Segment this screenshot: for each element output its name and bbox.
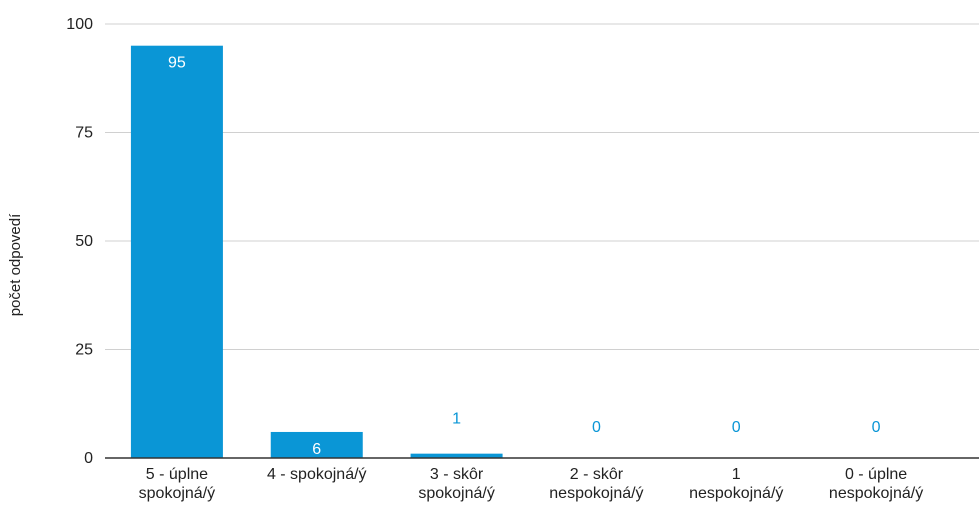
- data-label: 0: [872, 419, 881, 436]
- bar: [270, 431, 363, 458]
- y-tick-label: 0: [84, 450, 93, 467]
- y-axis-title: počet odpovedí: [7, 213, 24, 316]
- x-category-label: spokojná/ý: [139, 485, 216, 502]
- y-tick-label: 75: [75, 125, 93, 142]
- x-category-label: 5 - úplne: [146, 466, 208, 483]
- x-category-label: nespokojná/ý: [689, 485, 783, 502]
- data-labels: 95 6 1 0 0 0: [168, 55, 881, 458]
- x-axis-categories: 5 - úplne spokojná/ý 4 - spokojná/ý 3 - skô…: [139, 466, 924, 502]
- data-label: 1: [452, 411, 461, 428]
- x-category-label: nespokojná/ý: [549, 485, 643, 502]
- x-category-label: 4 - spokojná/ý: [267, 466, 367, 483]
- bars: [130, 45, 503, 458]
- y-tick-label: 25: [75, 342, 93, 359]
- x-category-label: 3 - skôr: [430, 466, 484, 483]
- x-category-label: 1: [732, 466, 741, 483]
- y-tick-label: 100: [66, 16, 93, 33]
- data-label: 6: [312, 441, 321, 458]
- gridlines: [105, 23, 979, 350]
- y-axis-ticks: 0 25 50 75 100: [66, 16, 93, 467]
- bar: [410, 453, 503, 458]
- data-label: 95: [168, 55, 186, 72]
- x-category-label: 0 - úplne: [845, 466, 907, 483]
- y-tick-label: 50: [75, 233, 93, 250]
- data-label: 0: [732, 419, 741, 436]
- data-label: 0: [592, 419, 601, 436]
- bar: [130, 45, 223, 458]
- x-category-label: 2 - skôr: [570, 466, 624, 483]
- x-category-label: spokojná/ý: [418, 485, 495, 502]
- x-category-label: nespokojná/ý: [829, 485, 923, 502]
